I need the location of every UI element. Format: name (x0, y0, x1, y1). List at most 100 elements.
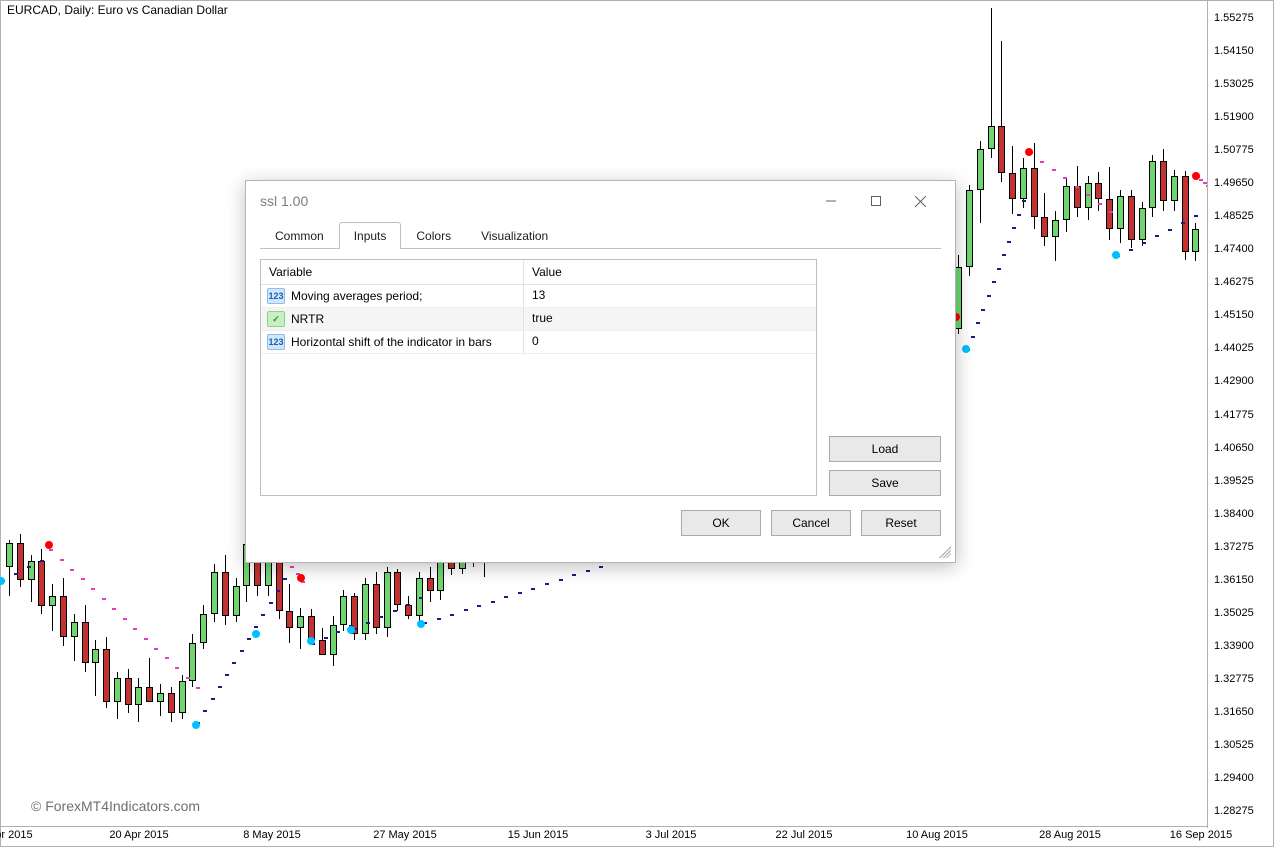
indicator-line-lower (276, 590, 280, 592)
candle-body (1117, 196, 1124, 228)
grid-row[interactable]: 123 Moving averages period; 13 (261, 285, 816, 308)
y-tick: 1.42900 (1214, 375, 1254, 387)
signal-dot-sell (1192, 172, 1200, 180)
tab-visualization[interactable]: Visualization (466, 222, 563, 249)
resize-grip-icon[interactable] (939, 546, 951, 558)
indicator-line-lower (1022, 200, 1026, 202)
indicator-line-lower (419, 597, 423, 599)
y-tick: 1.38400 (1214, 508, 1254, 520)
indicator-line-upper (1199, 179, 1203, 181)
candle-body (1063, 186, 1070, 220)
ok-button[interactable]: OK (681, 510, 761, 536)
candle-wick (74, 614, 75, 661)
close-button[interactable] (898, 186, 943, 216)
candle-body (82, 622, 89, 663)
candle-body (1182, 176, 1189, 252)
indicator-line-lower (586, 570, 590, 572)
indicator-line-upper (91, 588, 95, 590)
indicator-line-lower (464, 609, 468, 611)
candle-body (1009, 173, 1016, 199)
candle-body (394, 572, 401, 604)
y-tick: 1.29400 (1214, 772, 1254, 784)
indicator-line-upper (70, 569, 74, 571)
tab-colors[interactable]: Colors (401, 222, 466, 249)
tab-common[interactable]: Common (260, 222, 339, 249)
inputs-grid[interactable]: Variable Value 123 Moving averages period… (260, 259, 817, 496)
indicator-line-upper (112, 608, 116, 610)
y-tick: 1.53025 (1214, 78, 1254, 90)
save-button[interactable]: Save (829, 470, 941, 496)
dialog-titlebar[interactable]: ssl 1.00 (246, 181, 955, 221)
candle-body (405, 605, 412, 617)
candle-body (1095, 183, 1102, 199)
candle-body (1031, 168, 1038, 216)
indicator-line-lower (491, 601, 495, 603)
indicator-line-lower (1017, 214, 1021, 216)
y-tick: 1.46275 (1214, 276, 1254, 288)
variable-name: Horizontal shift of the indicator in bar… (291, 335, 492, 349)
x-tick: 28 Aug 2015 (1039, 829, 1101, 841)
indicator-line-lower (14, 573, 18, 575)
reset-button[interactable]: Reset (861, 510, 941, 536)
y-tick: 1.48525 (1214, 210, 1254, 222)
col-variable[interactable]: Variable (261, 260, 524, 284)
candle-body (319, 640, 326, 655)
indicator-line-lower (324, 637, 328, 639)
candle-body (71, 622, 78, 637)
indicator-line-lower (997, 268, 1001, 270)
y-tick: 1.37275 (1214, 541, 1254, 553)
y-axis: 1.552751.541501.530251.519001.507751.496… (1207, 1, 1273, 828)
indicator-line-lower (518, 592, 522, 594)
candle-body (286, 611, 293, 629)
indicator-line-lower (1012, 227, 1016, 229)
x-tick: 8 May 2015 (243, 829, 300, 841)
col-value[interactable]: Value (524, 260, 816, 284)
tab-inputs[interactable]: Inputs (339, 222, 402, 249)
candle-body (373, 584, 380, 628)
y-tick: 1.32775 (1214, 673, 1254, 685)
y-tick: 1.49650 (1214, 177, 1254, 189)
variable-value[interactable]: 0 (524, 331, 816, 353)
candle-body (966, 190, 973, 266)
candle-body (1139, 208, 1146, 240)
indicator-line-lower (1155, 235, 1159, 237)
minimize-button[interactable] (808, 186, 853, 216)
candle-body (1192, 229, 1199, 253)
y-tick: 1.33900 (1214, 640, 1254, 652)
grid-row[interactable]: ✓NRTRtrue (261, 308, 816, 331)
indicator-line-upper (133, 628, 137, 630)
indicator-line-lower (366, 622, 370, 624)
indicator-line-lower (1181, 222, 1185, 224)
y-tick: 1.50775 (1214, 144, 1254, 156)
load-button[interactable]: Load (829, 436, 941, 462)
signal-dot-buy (417, 620, 425, 628)
cancel-button[interactable]: Cancel (771, 510, 851, 536)
tabbar: CommonInputsColorsVisualization (260, 221, 941, 249)
y-tick: 1.41775 (1214, 409, 1254, 421)
candle-body (1149, 161, 1156, 208)
indicator-line-lower (336, 631, 340, 633)
candle-body (49, 596, 56, 606)
variable-name: Moving averages period; (291, 289, 422, 303)
maximize-button[interactable] (853, 186, 898, 216)
candle-body (297, 616, 304, 628)
indicator-line-upper (1098, 203, 1102, 205)
candle-body (1160, 161, 1167, 201)
variable-value[interactable]: true (524, 308, 816, 330)
candle-body (211, 572, 218, 613)
indicator-line-lower (992, 281, 996, 283)
number-icon: 123 (267, 288, 285, 304)
y-tick: 1.55275 (1214, 12, 1254, 24)
indicator-line-lower (203, 710, 207, 712)
grid-row[interactable]: 123 Horizontal shift of the indicator in … (261, 331, 816, 354)
number-icon: 123 (267, 334, 285, 350)
indicator-line-lower (1007, 241, 1011, 243)
variable-value[interactable]: 13 (524, 285, 816, 307)
candle-body (1171, 176, 1178, 201)
candle-body (233, 586, 240, 617)
candle-body (200, 614, 207, 643)
indicator-line-lower (971, 336, 975, 338)
candle-body (168, 693, 175, 714)
signal-dot-buy (252, 630, 260, 638)
indicator-line-lower (1194, 215, 1198, 217)
